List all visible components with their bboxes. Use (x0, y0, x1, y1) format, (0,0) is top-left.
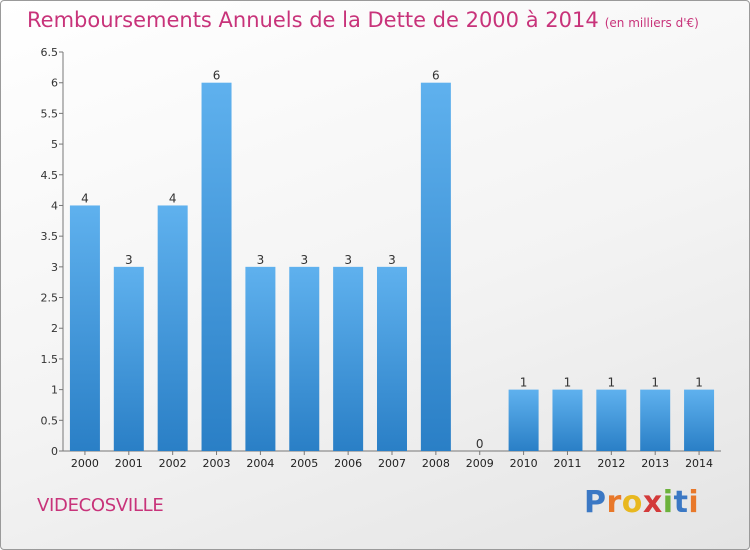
bar (377, 266, 407, 451)
bar (420, 82, 451, 451)
y-tick-label: 5.5 (41, 107, 59, 120)
y-tick-label: 1 (51, 384, 58, 397)
bar-value-label: 1 (695, 376, 703, 390)
logo-letter: x (642, 485, 663, 520)
proxiti-logo: Proxiti (584, 485, 699, 520)
logo-letter: r (606, 485, 622, 520)
bar (684, 389, 715, 451)
x-tick-label: 2013 (641, 457, 669, 470)
y-tick-label: 6.5 (41, 46, 59, 59)
logo-letter: i (662, 485, 674, 520)
x-tick-label: 2011 (553, 457, 581, 470)
bar (201, 82, 232, 451)
bar (596, 389, 627, 451)
y-tick-label: 1.5 (41, 353, 59, 366)
x-tick-label: 2008 (422, 457, 450, 470)
bar-value-label: 1 (608, 376, 616, 390)
x-tick-label: 2009 (466, 457, 494, 470)
chart-unit: (en milliers d'€) (604, 16, 699, 30)
bar-value-label: 1 (651, 376, 659, 390)
y-tick-label: 6 (51, 77, 58, 90)
x-tick-label: 2005 (290, 457, 318, 470)
y-tick-label: 4.5 (41, 169, 59, 182)
bar (640, 389, 671, 451)
chart-title: Remboursements Annuels de la Dette de 20… (27, 8, 699, 32)
x-tick-label: 2007 (378, 457, 406, 470)
bar (552, 389, 583, 451)
y-tick-label: 3.5 (41, 230, 59, 243)
x-tick-label: 2010 (510, 457, 538, 470)
x-tick-label: 2002 (159, 457, 187, 470)
bar (113, 266, 144, 451)
y-tick-label: 2 (51, 322, 58, 335)
bar-value-label: 3 (257, 253, 265, 267)
y-tick-label: 2.5 (41, 292, 59, 305)
x-tick-label: 2006 (334, 457, 362, 470)
x-tick-label: 2003 (203, 457, 231, 470)
bar-value-label: 1 (520, 376, 528, 390)
bar (333, 266, 364, 451)
bar-value-label: 3 (300, 253, 308, 267)
bar (69, 205, 100, 451)
x-tick-label: 2004 (246, 457, 274, 470)
bar-value-label: 4 (81, 191, 89, 205)
bar (157, 205, 188, 451)
commune-name: VIDECOSVILLE (37, 495, 164, 516)
y-tick-label: 3 (51, 261, 58, 274)
y-tick-label: 0.5 (41, 414, 59, 427)
bar-value-label: 4 (169, 191, 177, 205)
x-tick-label: 2001 (115, 457, 143, 470)
bar-value-label: 6 (432, 69, 440, 83)
logo-letter: i (688, 485, 700, 520)
x-tick-label: 2014 (685, 457, 713, 470)
bar (508, 389, 539, 451)
logo-letter: o (621, 485, 643, 520)
chart-title-text: Remboursements Annuels de la Dette de 20… (27, 8, 599, 32)
bar-value-label: 6 (213, 69, 221, 83)
bar-value-label: 3 (125, 253, 133, 267)
bar (245, 266, 276, 451)
bar-value-label: 0 (476, 437, 484, 451)
bar-value-label: 3 (344, 253, 352, 267)
logo-letter: t (673, 485, 689, 520)
x-tick-label: 2000 (71, 457, 99, 470)
bar-value-label: 3 (388, 253, 396, 267)
y-tick-label: 0 (51, 445, 58, 458)
bar (289, 266, 320, 451)
logo-letter: P (584, 485, 607, 520)
y-tick-label: 4 (51, 199, 58, 212)
y-tick-label: 5 (51, 138, 58, 151)
bar-value-label: 1 (564, 376, 572, 390)
x-tick-label: 2012 (597, 457, 625, 470)
